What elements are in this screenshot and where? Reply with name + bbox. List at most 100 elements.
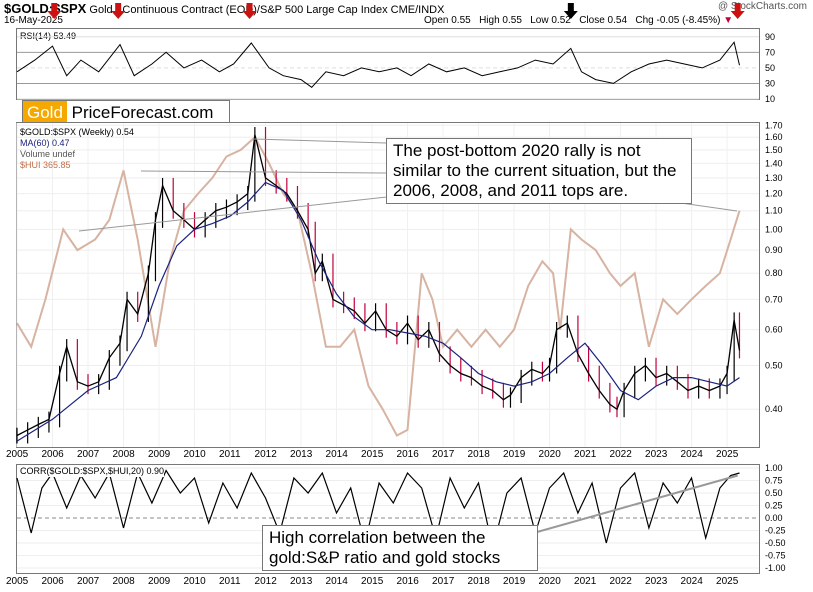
x-tick-label: 2005 bbox=[6, 449, 29, 460]
main-tick-label: 0.50 bbox=[765, 360, 783, 370]
rsi-panel: RSI(14) 53.49 90 70 50 30 10 bbox=[16, 3, 775, 104]
corr-tick-label: 0.25 bbox=[765, 501, 783, 511]
legend-ratio: $GOLD:$SPX (Weekly) 0.54 bbox=[20, 127, 134, 137]
rsi-tick-label: 90 bbox=[765, 32, 775, 42]
x-tick-label: 2005 bbox=[6, 576, 29, 587]
rsi-arrow-red bbox=[730, 3, 745, 19]
rsi-arrow-red bbox=[47, 3, 62, 19]
x-tick-label: 2008 bbox=[112, 576, 135, 587]
main-tick-label: 1.10 bbox=[765, 206, 783, 216]
pointer-line bbox=[140, 170, 388, 174]
x-tick-label: 2023 bbox=[645, 576, 668, 587]
x-tick-label: 2007 bbox=[77, 576, 100, 587]
rsi-arrow-red bbox=[111, 3, 126, 19]
x-tick-label: 2010 bbox=[183, 449, 206, 460]
main-tick-label: 1.70 bbox=[765, 120, 783, 130]
rsi-line bbox=[16, 41, 740, 88]
main-tick-label: 1.40 bbox=[765, 158, 783, 168]
corr-tick-label: -0.75 bbox=[765, 551, 786, 561]
x-tick-label: 2021 bbox=[574, 576, 597, 587]
x-tick-label: 2011 bbox=[219, 576, 241, 587]
rsi-legend: RSI(14) 53.49 bbox=[20, 31, 77, 41]
x-tick-label: 2018 bbox=[467, 449, 490, 460]
corr-tick-label: -1.00 bbox=[765, 563, 786, 573]
x-tick-label: 2023 bbox=[645, 449, 668, 460]
main-tick-label: 0.60 bbox=[765, 325, 783, 335]
corr-tick-label: 0.50 bbox=[765, 488, 783, 498]
corr-tick-label: 1.00 bbox=[765, 463, 783, 473]
x-tick-label: 2022 bbox=[609, 449, 632, 460]
chart-title: $GOLD:$SPX Gold - Continuous Contract (E… bbox=[4, 1, 444, 16]
rsi-arrow-black bbox=[563, 3, 578, 19]
x-tick-label: 2012 bbox=[254, 449, 277, 460]
corr-tick-label: 0.00 bbox=[765, 513, 783, 523]
corr-legend: CORR($GOLD:$SPX,$HUI,20) 0.90 bbox=[20, 466, 165, 477]
legend-ma: MA(60) 0.47 bbox=[20, 138, 70, 148]
x-tick-label: 2019 bbox=[503, 449, 526, 460]
x-tick-label: 2015 bbox=[361, 576, 384, 587]
ma60-line bbox=[16, 181, 740, 442]
x-tick-label: 2020 bbox=[538, 449, 561, 460]
main-tick-label: 0.70 bbox=[765, 294, 783, 304]
ratio-line bbox=[16, 134, 741, 437]
legend-volume: Volume undef bbox=[20, 149, 76, 159]
corr-line bbox=[16, 469, 740, 549]
x-tick-label: 2016 bbox=[396, 449, 419, 460]
x-tick-label: 2013 bbox=[290, 449, 313, 460]
x-tick-label: 2024 bbox=[680, 449, 703, 460]
x-tick-label: 2017 bbox=[432, 449, 455, 460]
x-tick-label: 2021 bbox=[574, 449, 597, 460]
x-tick-label: 2018 bbox=[467, 576, 490, 587]
main-tick-label: 1.50 bbox=[765, 145, 783, 155]
annotation-tops: The post-bottom 2020 rally is not simila… bbox=[386, 138, 692, 204]
x-tick-label: 2008 bbox=[112, 449, 135, 460]
rsi-arrow-red bbox=[242, 3, 257, 19]
rsi-tick-label: 70 bbox=[765, 47, 775, 57]
rsi-tick-label: 10 bbox=[765, 94, 775, 104]
rsi-tick-label: 30 bbox=[765, 78, 775, 88]
main-tick-label: 0.80 bbox=[765, 268, 783, 278]
x-tick-label: 2015 bbox=[361, 449, 384, 460]
main-tick-label: 1.20 bbox=[765, 189, 783, 199]
symbol-description: Gold - Continuous Contract (EOD)/S&P 500… bbox=[89, 4, 445, 16]
x-tick-label: 2020 bbox=[538, 576, 561, 587]
x-tick-label: 2011 bbox=[219, 449, 241, 460]
x-tick-label: 2014 bbox=[325, 449, 348, 460]
rsi-chart: 90 70 50 30 10 bbox=[16, 3, 775, 104]
x-tick-label: 2022 bbox=[609, 576, 632, 587]
main-tick-label: 1.00 bbox=[765, 224, 783, 234]
x-tick-label: 2014 bbox=[325, 576, 348, 587]
x-tick-label: 2025 bbox=[716, 449, 739, 460]
pointer-line bbox=[252, 138, 388, 144]
x-tick-label: 2006 bbox=[41, 449, 64, 460]
goldpriceforecast-logo: Gold PriceForecast.com bbox=[22, 100, 230, 125]
x-tick-label: 2009 bbox=[148, 576, 171, 587]
x-tick-label: 2016 bbox=[396, 576, 419, 587]
x-tick-label: 2012 bbox=[254, 576, 277, 587]
x-tick-label: 2009 bbox=[148, 449, 171, 460]
pointer-line bbox=[78, 196, 388, 232]
x-tick-label: 2013 bbox=[290, 576, 313, 587]
stockcharts-brand[interactable]: @ StockCharts.com bbox=[717, 1, 807, 12]
corr-tick-label: -0.50 bbox=[765, 538, 786, 548]
main-tick-label: 1.60 bbox=[765, 132, 783, 142]
chart-date: 16-May-2025 bbox=[4, 15, 63, 26]
corr-tick-label: -0.25 bbox=[765, 526, 786, 536]
x-tick-label: 2010 bbox=[183, 576, 206, 587]
x-tick-label: 2017 bbox=[432, 576, 455, 587]
symbol: $GOLD:$SPX bbox=[4, 1, 87, 16]
rsi-tick-label: 50 bbox=[765, 63, 775, 73]
x-tick-label: 2007 bbox=[77, 449, 100, 460]
corr-tick-label: 0.75 bbox=[765, 476, 783, 486]
annotation-correlation: High correlation between the gold:S&P ra… bbox=[262, 525, 538, 571]
ohlc-readout: Open 0.55 High 0.55 Low 0.52 Close 0.54 … bbox=[424, 15, 734, 26]
x-tick-label: 2006 bbox=[41, 576, 64, 587]
legend-hui: $HUI 365.85 bbox=[20, 160, 71, 170]
main-tick-label: 0.90 bbox=[765, 245, 783, 255]
x-tick-label: 2025 bbox=[716, 576, 739, 587]
x-tick-label: 2019 bbox=[503, 576, 526, 587]
pointer-line bbox=[680, 202, 738, 212]
x-tick-label: 2024 bbox=[680, 576, 703, 587]
hui-line bbox=[16, 135, 741, 437]
main-tick-label: 0.40 bbox=[765, 404, 783, 414]
